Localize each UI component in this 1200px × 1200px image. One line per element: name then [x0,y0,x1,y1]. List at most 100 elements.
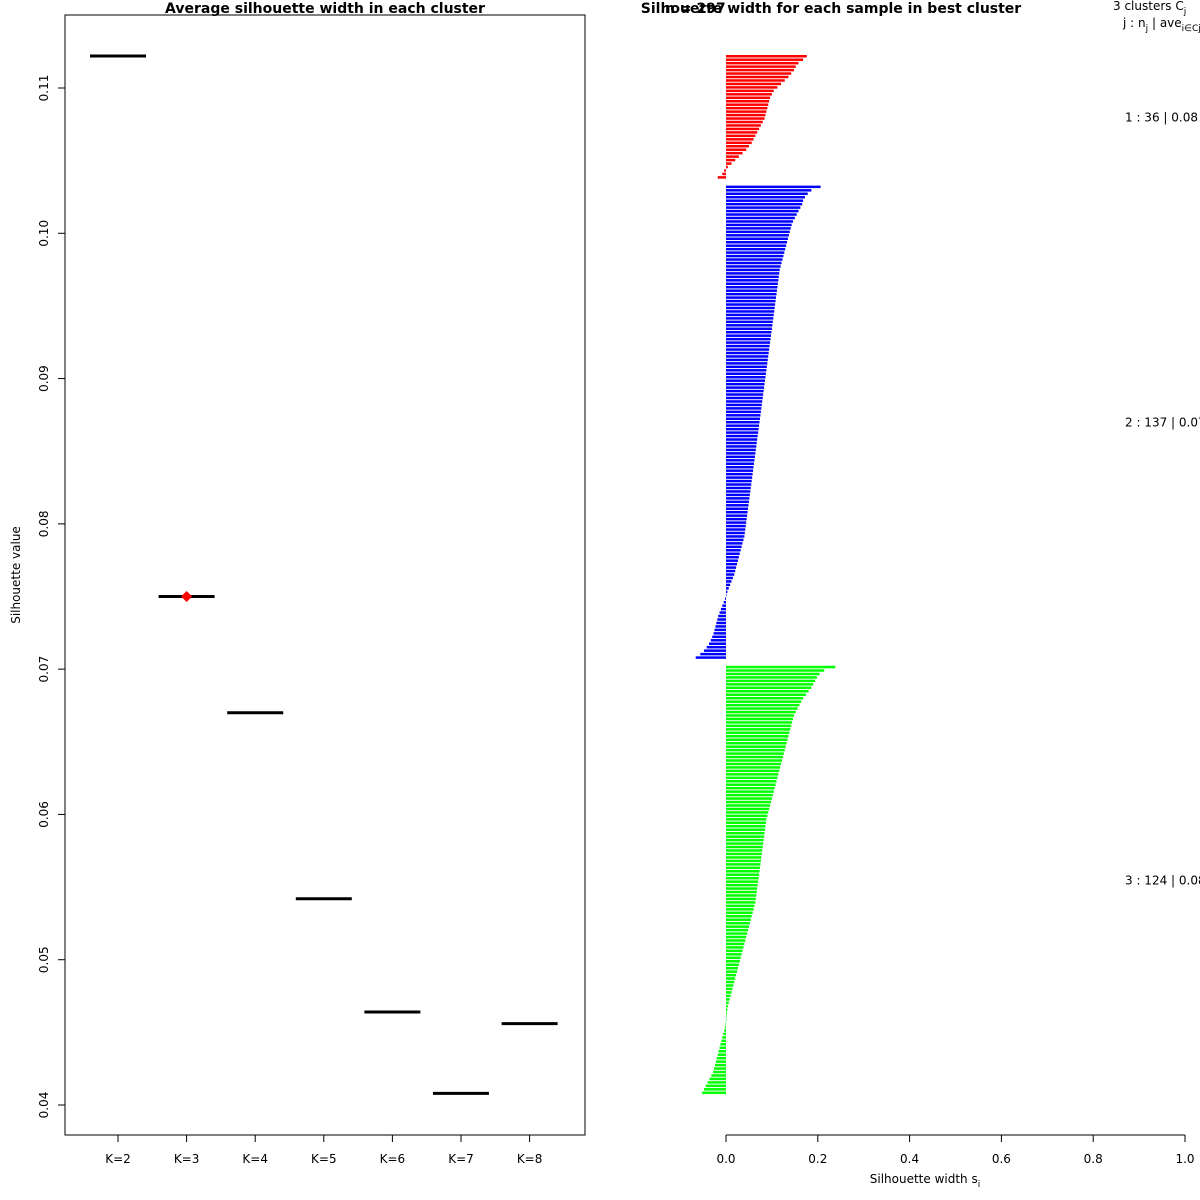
left-plot-frame [64,14,586,1136]
silhouette-bar [726,956,741,960]
silhouette-bar [713,632,726,635]
x-tick-label: K=7 [448,1152,474,1166]
silhouette-bar [726,483,752,486]
silhouette-bar [726,131,758,134]
silhouette-bar [726,400,763,403]
silhouette-bar [717,618,726,621]
silhouette-bar [726,289,777,292]
legend-header-2b-sub: i∈Cj [1182,24,1200,34]
silhouette-bar [714,1063,726,1067]
cluster-label: 3 : 124 | 0.08 [1125,873,1200,887]
silhouette-bar [726,296,777,299]
silhouette-bar [726,324,773,327]
x-tick-label: 0.6 [992,1152,1011,1166]
right-chart-title: Silhouette width for each sample in best… [641,1,1022,17]
silhouette-bar [726,776,778,780]
silhouette-bar [726,240,788,244]
silhouette-bar [726,710,796,714]
silhouette-bar [726,141,752,145]
silhouette-bar [726,672,820,676]
silhouette-bar [726,313,774,317]
silhouette-bar [726,285,778,289]
silhouette-bar [726,452,756,455]
silhouette-bar [726,821,766,825]
x-tick-label: 0.8 [1084,1152,1103,1166]
silhouette-bar [726,1015,727,1018]
legend-header-2-sub: j [1145,24,1149,34]
silhouette-bar [726,223,792,227]
silhouette-bar [726,348,770,351]
silhouette-bar [726,341,771,344]
silhouette-bar [714,1067,726,1070]
silhouette-bar [726,535,745,538]
silhouette-bar [723,600,726,604]
silhouette-bar [726,275,779,279]
silhouette-bar [725,597,726,600]
silhouette-bar [726,445,757,448]
silhouette-bar [703,649,726,652]
silhouette-bar [705,1084,726,1088]
silhouette-bar [726,327,772,331]
silhouette-bar [726,935,747,939]
silhouette-bar [726,911,753,915]
silhouette-bar [712,635,726,639]
silhouette-bar [726,330,772,334]
x-tick-label: K=5 [311,1152,337,1166]
silhouette-bar [726,728,791,731]
silhouette-bar [726,807,770,811]
silhouette-bar [726,566,737,569]
silhouette-bar [719,611,726,614]
silhouette-bar [720,1043,726,1046]
silhouette-bar [726,849,763,852]
legend-header-2-main: j : n [1122,16,1146,30]
silhouette-bar [711,1074,726,1077]
silhouette-bar [726,542,743,545]
silhouette-bar [726,665,836,669]
silhouette-bar [716,1056,726,1060]
silhouette-bar [726,573,735,576]
silhouette-bar [722,172,726,176]
silhouette-bar [700,652,726,656]
silhouette-bar [726,500,749,504]
silhouette-bar [726,683,814,686]
silhouette-bar [726,417,760,421]
silhouette-bar [726,528,746,531]
silhouette-bar [726,151,743,155]
silhouette-bar [726,531,745,535]
silhouette-bar [726,735,789,738]
silhouette-bar [726,497,750,500]
silhouette-bar [726,766,781,769]
silhouette-bar [726,755,783,759]
silhouette-bar [726,991,732,994]
silhouette-bar [726,414,761,417]
silhouette-bar [706,645,726,649]
silhouette-bar [724,1029,726,1032]
silhouette-bar [726,786,775,790]
silhouette-bar [726,162,732,165]
silhouette-bar [726,479,752,483]
silhouette-bar [726,738,788,741]
silhouette-bar [726,552,740,555]
silhouette-bar [726,998,730,1001]
silhouette-bar [726,873,760,876]
silhouette-bar [726,814,768,818]
silhouette-bar [726,876,759,880]
silhouette-bar [726,949,743,953]
silhouette-bar [726,842,764,845]
silhouette-bar [726,828,766,831]
silhouette-bar [726,946,744,949]
silhouette-bar [726,555,739,559]
silhouette-bar [726,79,785,82]
silhouette-bar [726,55,807,58]
x-tick-label: K=8 [517,1152,543,1166]
y-tick-label: 0.04 [37,1092,51,1119]
silhouette-bar [726,465,754,469]
silhouette-bar [726,237,788,241]
silhouette-bar [726,407,762,410]
silhouette-bar [726,382,765,386]
silhouette-bar [726,351,769,355]
silhouette-bar [726,942,745,946]
silhouette-bar [726,580,732,583]
silhouette-bar [726,317,774,320]
